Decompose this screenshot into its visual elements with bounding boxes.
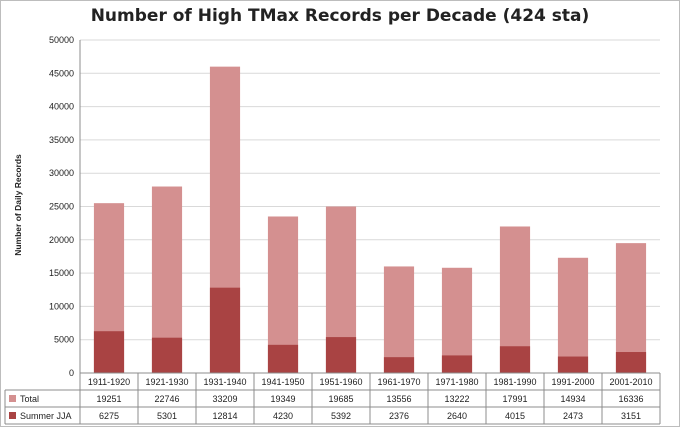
x-category-label: 1981-1990 xyxy=(493,377,536,387)
x-category-label: 1951-1960 xyxy=(319,377,362,387)
y-tick-label: 15000 xyxy=(49,268,74,278)
x-category-label: 1911-1920 xyxy=(88,377,130,387)
data-table-value: 33209 xyxy=(212,394,237,404)
data-table-value: 4230 xyxy=(273,411,293,421)
bar-summer xyxy=(499,346,531,373)
x-category-label: 1941-1950 xyxy=(261,377,304,387)
data-table-value: 12814 xyxy=(212,411,237,421)
bar-total xyxy=(383,266,415,373)
bar-summer xyxy=(209,287,241,373)
x-category-label: 1971-1980 xyxy=(435,377,478,387)
bar-total xyxy=(615,243,647,373)
bar-total xyxy=(557,257,589,373)
chart-title: Number of High TMax Records per Decade (… xyxy=(90,6,590,26)
data-table-value: 2473 xyxy=(563,411,583,421)
data-table-value: 13222 xyxy=(444,394,469,404)
bar-summer xyxy=(325,337,357,373)
data-table-value: 5301 xyxy=(157,411,177,421)
data-table-value: 19251 xyxy=(96,394,121,404)
bar-summer xyxy=(267,344,299,373)
bar-summer xyxy=(93,331,125,373)
data-table-value: 19685 xyxy=(328,394,353,404)
data-table-value: 22746 xyxy=(154,394,179,404)
bar-summer xyxy=(441,355,473,373)
legend-swatch xyxy=(9,395,16,402)
y-tick-label: 20000 xyxy=(49,235,74,245)
data-table-value: 2640 xyxy=(447,411,467,421)
data-table-value: 16336 xyxy=(618,394,643,404)
y-tick-label: 5000 xyxy=(54,335,74,345)
data-table-value: 19349 xyxy=(270,394,295,404)
x-category-label: 2001-2010 xyxy=(609,377,652,387)
data-table-value: 5392 xyxy=(331,411,351,421)
bar-summer xyxy=(383,357,415,373)
bar-summer xyxy=(615,352,647,373)
y-tick-label: 35000 xyxy=(49,135,74,145)
legend-swatch xyxy=(9,412,16,419)
legend-label: Summer JJA xyxy=(20,411,72,421)
data-table-value: 17991 xyxy=(502,394,527,404)
x-category-label: 1931-1940 xyxy=(203,377,246,387)
bar-summer xyxy=(557,356,589,373)
y-tick-label: 50000 xyxy=(49,35,74,45)
data-table-value: 2376 xyxy=(389,411,409,421)
y-tick-label: 25000 xyxy=(49,202,74,212)
y-tick-label: 0 xyxy=(69,368,74,378)
data-table-value: 6275 xyxy=(99,411,119,421)
x-category-label: 1961-1970 xyxy=(377,377,420,387)
data-table-value: 14934 xyxy=(560,394,585,404)
legend-label: Total xyxy=(20,394,39,404)
x-category-label: 1991-2000 xyxy=(551,377,594,387)
data-table-value: 13556 xyxy=(386,394,411,404)
y-tick-label: 40000 xyxy=(49,102,74,112)
data-table-value: 3151 xyxy=(621,411,641,421)
y-tick-label: 45000 xyxy=(49,68,74,78)
y-tick-label: 10000 xyxy=(49,301,74,311)
x-category-label: 1921-1930 xyxy=(145,377,188,387)
bar-summer xyxy=(151,337,183,373)
data-table-value: 4015 xyxy=(505,411,525,421)
y-tick-label: 30000 xyxy=(49,168,74,178)
